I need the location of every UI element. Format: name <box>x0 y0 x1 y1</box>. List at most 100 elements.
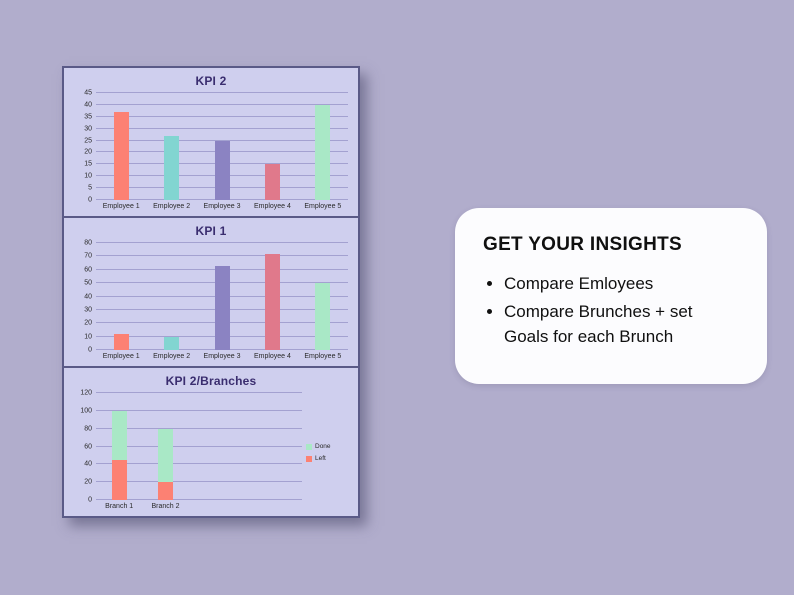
bar-segment <box>264 164 280 200</box>
x-tick-label: Employee 2 <box>153 203 191 210</box>
y-tick-label: 30 <box>84 306 92 314</box>
x-axis-labels: Employee 1 Employee 2 Employee 3 Employee 4… <box>96 350 348 363</box>
bar-cell <box>142 393 188 500</box>
y-tick-label: 30 <box>84 125 92 133</box>
y-tick-label: 5 <box>88 184 92 192</box>
chart-title-kpi1: KPI 1 <box>195 224 227 238</box>
y-tick-label: 60 <box>84 443 92 450</box>
bar-cell <box>96 393 142 500</box>
y-tick-label: 20 <box>84 148 92 156</box>
bar-cell <box>247 243 297 350</box>
bar-employee-5 <box>315 93 331 200</box>
bar-employee-2 <box>164 93 180 200</box>
bars-group <box>96 243 348 350</box>
y-tick-label: 20 <box>84 478 92 486</box>
y-tick-label: 0 <box>88 496 92 504</box>
bar-cell <box>247 93 297 200</box>
y-tick-label: 100 <box>80 407 92 415</box>
y-tick-label: 0 <box>88 346 92 354</box>
bar-employee-3 <box>214 243 230 350</box>
x-tick-label: Employee 5 <box>304 203 342 210</box>
bar-segment <box>113 112 129 200</box>
y-tick-label: 80 <box>84 239 92 247</box>
bar-segment <box>113 333 129 350</box>
bars-group <box>96 93 348 200</box>
x-tick-label: Employee 2 <box>153 353 191 360</box>
bar-segment <box>214 140 230 200</box>
bar-employee-4 <box>264 93 280 200</box>
gridline <box>96 92 348 93</box>
y-tick-label: 120 <box>80 389 92 397</box>
x-tick-label: Employee 3 <box>203 353 241 360</box>
plot-area: 0 20 40 60 80 100 120 <box>80 390 302 504</box>
gridline <box>96 427 302 429</box>
x-tick-label: Employee 1 <box>102 353 140 360</box>
bar-employee-3 <box>214 93 230 200</box>
y-tick-label: 15 <box>84 160 92 168</box>
gridline <box>96 392 302 393</box>
plot-column: 0 10 20 30 40 50 60 70 80 Employee 1 Employee 2 Em… <box>84 240 348 363</box>
y-tick-label: 40 <box>84 293 92 300</box>
bar-segment-left <box>111 459 127 500</box>
gridline <box>96 409 302 411</box>
y-tick-label: 25 <box>84 137 92 145</box>
x-tick-label: Employee 1 <box>102 203 140 210</box>
insights-card: GET YOUR INSIGHTS Compare Emloyees Compa… <box>455 208 767 384</box>
y-tick-label: 35 <box>84 113 92 121</box>
x-tick-label: Employee 5 <box>304 353 342 360</box>
bar-segment <box>264 253 280 350</box>
gridline <box>96 499 302 500</box>
bar-employee-4 <box>264 243 280 350</box>
bar-cell <box>298 93 348 200</box>
plot-area: 0 10 20 30 40 50 60 70 80 <box>84 240 348 354</box>
bar-segment <box>214 265 230 350</box>
bar-segment <box>164 336 180 350</box>
bar-cell <box>96 93 146 200</box>
insights-list: Compare Emloyees Compare Brunches + set … <box>483 271 741 350</box>
bar-segment <box>164 135 180 200</box>
chart-plot-kpi1: 0 10 20 30 40 50 60 70 80 Employee 1 Employee 2 Em… <box>74 240 348 363</box>
y-tick-label: 45 <box>84 89 92 97</box>
bar-employee-5 <box>315 243 331 350</box>
bar-cell <box>146 93 196 200</box>
x-tick-label: Branch 1 <box>105 503 134 510</box>
bar-cell <box>197 243 247 350</box>
chart-kpi1: KPI 1 0 10 20 30 40 50 60 70 80 Employee 1 Employ… <box>64 218 358 368</box>
y-tick-label: 70 <box>84 252 92 260</box>
gridline <box>96 481 302 483</box>
y-tick-label: 50 <box>84 279 92 287</box>
bar-segment-done <box>158 428 174 483</box>
bar-employee-1 <box>113 243 129 350</box>
gridline <box>96 139 348 141</box>
bar-branch-1 <box>111 393 127 500</box>
gridline <box>96 127 348 129</box>
x-tick-label: Employee 3 <box>203 203 241 210</box>
plot-column: 0 20 40 60 80 100 120 Branch 1 Branch 2 <box>80 390 302 513</box>
x-tick-label: Employee 4 <box>253 353 291 360</box>
y-tick-label: 10 <box>84 333 92 341</box>
legend-item-done: Done <box>306 443 348 451</box>
x-tick-label: Employee 4 <box>253 203 291 210</box>
bar-employee-2 <box>164 243 180 350</box>
x-axis-labels: Employee 1 Employee 2 Employee 3 Employee 4… <box>96 200 348 213</box>
chart-plot-kpi2-branches: 0 20 40 60 80 100 120 Branch 1 Branch 2 Done Lef… <box>74 390 348 513</box>
bar-cell <box>146 243 196 350</box>
bar-cell <box>298 243 348 350</box>
bar-segment <box>315 104 331 200</box>
bars-group <box>96 393 189 500</box>
bar-cell <box>96 243 146 350</box>
legend-swatch-icon <box>306 444 312 451</box>
chart-kpi2: KPI 2 0 5 10 15 20 25 30 35 40 45 Employee 1 Emplo… <box>64 68 358 218</box>
bar-branch-2 <box>158 393 174 500</box>
charts-panel: KPI 2 0 5 10 15 20 25 30 35 40 45 Employee 1 Emplo… <box>62 66 360 518</box>
legend-swatch-icon <box>306 455 312 462</box>
gridline <box>96 242 348 243</box>
gridline <box>96 463 302 465</box>
legend-label: Left <box>315 454 326 462</box>
chart-title-kpi2-branches: KPI 2/Branches <box>165 374 257 388</box>
gridline <box>96 115 348 117</box>
plot-area: 0 5 10 15 20 25 30 35 40 45 <box>84 90 348 204</box>
